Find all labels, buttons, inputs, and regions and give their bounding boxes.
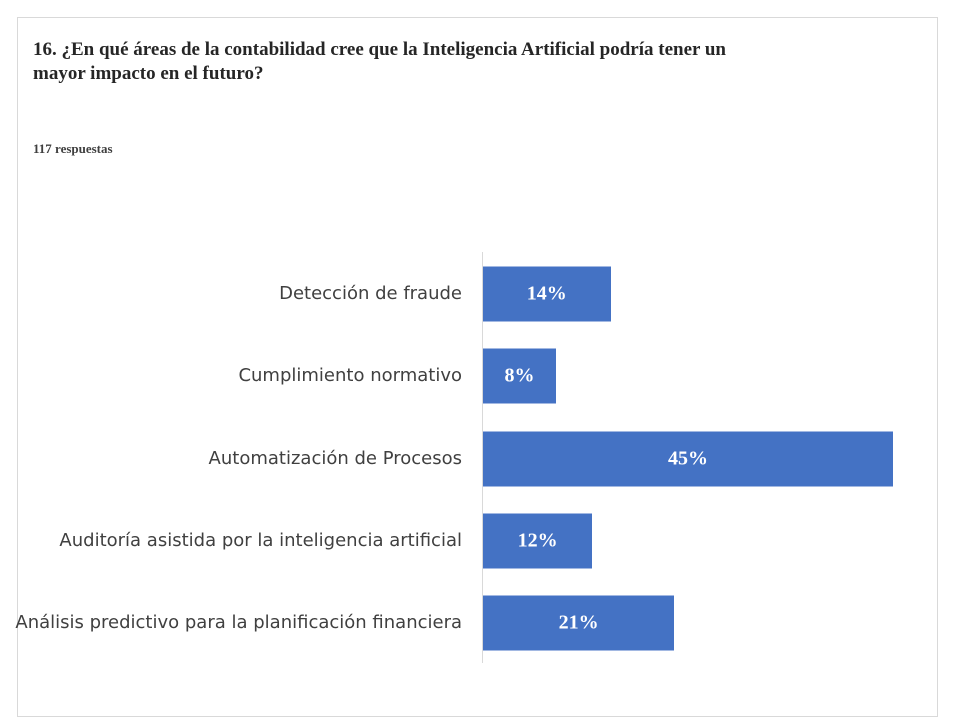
value-label: 12% xyxy=(517,529,558,552)
category-label: Auditoría asistida por la inteligencia a… xyxy=(59,529,462,551)
value-label: 8% xyxy=(504,364,535,387)
value-label: 21% xyxy=(558,611,599,634)
bar xyxy=(483,431,893,487)
category-label: Cumplimiento normativo xyxy=(238,365,462,387)
page: 16. ¿En qué áreas de la contabilidad cre… xyxy=(15,17,938,717)
category-label: Automatización de Procesos xyxy=(208,447,462,469)
value-label: 45% xyxy=(668,447,708,470)
bar xyxy=(483,266,611,322)
category-label: Detección de fraude xyxy=(279,283,462,304)
chart-title: 16. ¿En qué áreas de la contabilidad cre… xyxy=(33,39,726,84)
category-label: Análisis predictivo para la planificació… xyxy=(15,612,462,634)
category-axis xyxy=(482,252,483,663)
value-label: 14% xyxy=(526,282,567,305)
response-count: 117 respuestas xyxy=(33,141,113,156)
bar xyxy=(483,595,675,651)
bar xyxy=(483,348,556,404)
bar xyxy=(483,513,593,569)
